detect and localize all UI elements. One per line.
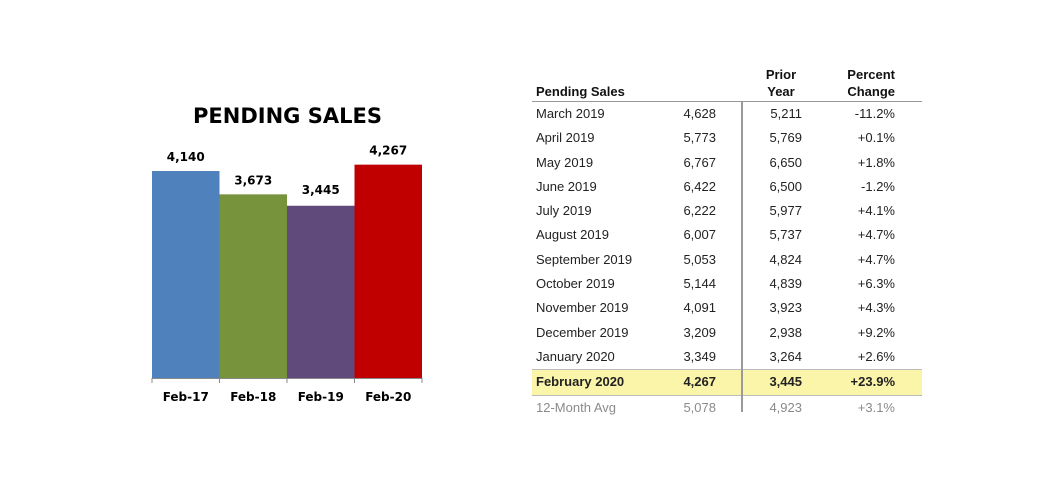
row-label: October 2019 bbox=[536, 276, 615, 292]
row-label: August 2019 bbox=[536, 227, 610, 243]
chart-title: PENDING SALES bbox=[193, 104, 382, 128]
x-tick-label: Feb-17 bbox=[163, 390, 209, 404]
row-value: 4,091 bbox=[683, 300, 716, 316]
row-value: 3,209 bbox=[683, 324, 716, 340]
row-prior-year: 6,500 bbox=[769, 178, 802, 194]
pending-sales-table: Pending Sales Prior Year Percent Change … bbox=[532, 60, 922, 420]
table-row: April 2019 5,773 5,769 +0.1% bbox=[532, 126, 922, 150]
row-prior-year: 5,977 bbox=[769, 203, 802, 219]
bar-chart-svg: 4,140 Feb-17 3,673 Feb-18 3,445 Feb-19 4,267 Fe… bbox=[151, 144, 423, 404]
table-row: January 2020 3,349 3,264 +2.6% bbox=[532, 345, 922, 369]
table-header-row: Pending Sales Prior Year Percent Change bbox=[532, 60, 922, 102]
row-prior-year: 5,737 bbox=[769, 227, 802, 243]
table-body: March 2019 4,628 5,211 -11.2% April 2019 5,77… bbox=[532, 102, 922, 420]
pending-sales-chart: PENDING SALES 4,140 Feb-17 3,673 Feb-18 3,44… bbox=[151, 104, 423, 404]
bar-feb-18 bbox=[219, 194, 287, 378]
header-pending-sales: Pending Sales bbox=[536, 84, 625, 99]
table-row: October 2019 5,144 4,839 +6.3% bbox=[532, 272, 922, 296]
row-value: 6,767 bbox=[683, 154, 716, 170]
table-row: September 2019 5,053 4,824 +4.7% bbox=[532, 248, 922, 272]
row-value: 3,349 bbox=[683, 348, 716, 364]
row-percent-change: -1.2% bbox=[861, 178, 895, 194]
row-prior-year: 4,923 bbox=[769, 399, 802, 415]
row-prior-year: 3,264 bbox=[769, 348, 802, 364]
row-percent-change: +0.1% bbox=[857, 130, 895, 146]
row-value: 5,078 bbox=[683, 399, 716, 415]
data-label: 3,673 bbox=[234, 173, 272, 187]
data-label: 4,267 bbox=[369, 144, 407, 158]
table-row: February 2020 4,267 3,445 +23.9% bbox=[532, 369, 922, 396]
row-prior-year: 3,923 bbox=[769, 300, 802, 316]
column-divider bbox=[741, 101, 743, 412]
table-row: July 2019 6,222 5,977 +4.1% bbox=[532, 199, 922, 223]
table-row: December 2019 3,209 2,938 +9.2% bbox=[532, 321, 922, 345]
x-tick-label: Feb-19 bbox=[298, 390, 344, 404]
row-label: September 2019 bbox=[536, 251, 633, 267]
row-percent-change: +4.3% bbox=[857, 300, 895, 316]
row-prior-year: 5,769 bbox=[769, 130, 802, 146]
row-percent-change: +9.2% bbox=[857, 324, 895, 340]
row-percent-change: +3.1% bbox=[857, 399, 895, 415]
bar-feb-19 bbox=[287, 205, 355, 378]
data-label: 4,140 bbox=[167, 150, 205, 164]
row-label: July 2019 bbox=[536, 203, 592, 219]
row-percent-change: +1.8% bbox=[857, 154, 895, 170]
row-label: April 2019 bbox=[536, 130, 595, 146]
row-percent-change: +4.7% bbox=[857, 251, 895, 267]
row-label: January 2020 bbox=[536, 348, 615, 364]
average-row: 12-Month Avg 5,078 4,923 +3.1% bbox=[532, 396, 922, 420]
row-value: 4,267 bbox=[683, 374, 716, 390]
row-value: 6,422 bbox=[683, 178, 716, 194]
row-label: February 2020 bbox=[536, 374, 625, 390]
row-label: December 2019 bbox=[536, 324, 629, 340]
header-prior-year: Prior Year bbox=[765, 67, 797, 99]
row-value: 5,144 bbox=[683, 276, 716, 292]
data-label: 3,445 bbox=[302, 183, 340, 197]
row-label: November 2019 bbox=[536, 300, 629, 316]
row-prior-year: 4,824 bbox=[769, 251, 802, 267]
row-label: June 2019 bbox=[536, 178, 597, 194]
table-row: November 2019 4,091 3,923 +4.3% bbox=[532, 296, 922, 320]
row-value: 5,773 bbox=[683, 130, 716, 146]
row-prior-year: 5,211 bbox=[770, 106, 802, 121]
row-percent-change: +4.1% bbox=[857, 203, 895, 219]
row-percent-change: +4.7% bbox=[857, 227, 895, 243]
row-prior-year: 2,938 bbox=[769, 324, 802, 340]
row-percent-change: +2.6% bbox=[857, 348, 895, 364]
row-prior-year: 4,839 bbox=[769, 276, 802, 292]
row-label: 12-Month Avg bbox=[536, 399, 616, 415]
x-tick-label: Feb-20 bbox=[365, 390, 411, 404]
header-percent-change: Percent Change bbox=[847, 67, 895, 99]
bar-feb-17 bbox=[152, 171, 220, 378]
table-row: May 2019 6,767 6,650 +1.8% bbox=[532, 151, 922, 175]
row-value: 6,007 bbox=[683, 227, 716, 243]
row-percent-change: +23.9% bbox=[850, 374, 895, 390]
row-percent-change: +6.3% bbox=[857, 276, 895, 292]
row-percent-change: -11.2% bbox=[854, 106, 895, 121]
table-row: June 2019 6,422 6,500 -1.2% bbox=[532, 175, 922, 199]
bar-feb-20 bbox=[354, 164, 422, 378]
row-prior-year: 3,445 bbox=[769, 374, 802, 390]
table-row: March 2019 4,628 5,211 -11.2% bbox=[532, 102, 922, 126]
row-prior-year: 6,650 bbox=[769, 154, 802, 170]
row-label: March 2019 bbox=[536, 106, 605, 121]
row-label: May 2019 bbox=[536, 154, 594, 170]
x-tick-label: Feb-18 bbox=[230, 390, 276, 404]
table-row: August 2019 6,007 5,737 +4.7% bbox=[532, 223, 922, 247]
row-value: 4,628 bbox=[683, 106, 716, 121]
row-value: 6,222 bbox=[683, 203, 716, 219]
row-value: 5,053 bbox=[683, 251, 716, 267]
